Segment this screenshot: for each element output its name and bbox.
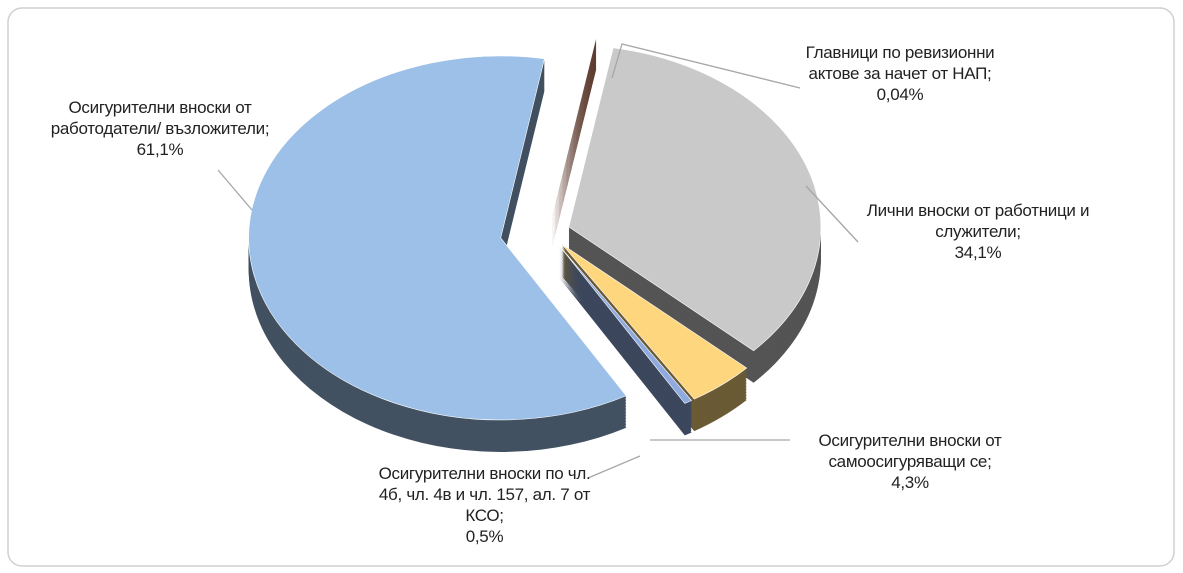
pie-slice: [568, 47, 822, 352]
pie-slice: [248, 55, 627, 421]
slice-side: [551, 42, 597, 222]
label-name: Лични вноски от работници и служители;: [866, 201, 1090, 241]
slice-side: [551, 64, 597, 244]
leader-line: [611, 43, 801, 89]
data-label: Главници по ревизионни актове за начет о…: [800, 42, 1000, 105]
label-value: 61,1%: [136, 140, 184, 159]
slice-side: [551, 55, 597, 235]
data-label: Осигурителни вноски от работодатели/ въз…: [30, 97, 290, 160]
pie-slice: [559, 245, 693, 404]
slice-side: [551, 51, 597, 231]
slice-side: [551, 69, 597, 249]
pie-slice: [551, 36, 597, 217]
label-name: Осигурителни вноски от работодатели/ въз…: [50, 98, 270, 138]
slice-side: [551, 46, 597, 226]
leader-line: [805, 185, 859, 243]
pie-slice: [561, 243, 748, 400]
label-name: Осигурителни вноски по чл. 4б, чл. 4в и …: [378, 464, 591, 525]
slice-side: [551, 67, 597, 247]
slice-side: [551, 43, 597, 223]
leader-line: [587, 455, 641, 479]
slice-side: [551, 45, 597, 225]
slice-side: [551, 60, 597, 240]
label-name: Осигурителни вноски от самоосигуряващи с…: [818, 431, 1002, 471]
slice-side: [551, 66, 597, 246]
slice-side: [551, 61, 597, 241]
slice-side: [551, 54, 597, 234]
slice-side: [551, 48, 597, 228]
slice-side: [551, 39, 597, 219]
label-value: 0,04%: [876, 85, 924, 104]
label-value: 34,1%: [954, 243, 1002, 262]
leader-line: [217, 169, 253, 211]
data-label: Осигурителни вноски по чл. 4б, чл. 4в и …: [372, 463, 597, 547]
slice-tops: [248, 36, 822, 421]
slice-side: [551, 58, 597, 238]
slice-side: [551, 49, 597, 229]
label-value: 0,5%: [465, 527, 504, 546]
slice-side: [551, 63, 597, 243]
label-name: Главници по ревизионни актове за начет о…: [805, 43, 995, 83]
data-label: Лични вноски от работници и служители; 34…: [858, 200, 1098, 263]
leader-lines: [217, 43, 859, 479]
data-label: Осигурителни вноски от самоосигуряващи с…: [790, 430, 1030, 493]
slice-side: [551, 52, 597, 232]
slice-side: [551, 57, 597, 237]
label-value: 4,3%: [891, 473, 929, 492]
slice-side: [551, 40, 597, 220]
